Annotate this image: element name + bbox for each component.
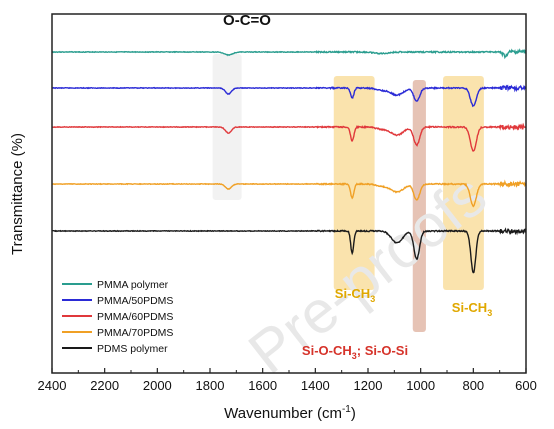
annotation-label: Si-O-CH3; Si-O-Si bbox=[302, 343, 408, 361]
x-axis-label: Wavenumber (cm-1) bbox=[224, 404, 356, 422]
x-tick-label: 1600 bbox=[248, 378, 277, 393]
highlight-band bbox=[443, 76, 484, 290]
highlight-band bbox=[212, 54, 242, 200]
y-axis-label: Transmittance (%) bbox=[9, 133, 26, 255]
x-tick-label: 2400 bbox=[38, 378, 67, 393]
x-tick-label: 800 bbox=[462, 378, 484, 393]
legend-label: PMMA polymer bbox=[97, 279, 169, 291]
legend-label: PMMA/50PDMS bbox=[97, 295, 173, 307]
highlight-bands bbox=[212, 54, 484, 332]
annotation-label: Si-CH3 bbox=[452, 300, 492, 318]
series-lines bbox=[51, 48, 527, 274]
annotation-label: O-C=O bbox=[223, 12, 271, 29]
highlight-band bbox=[333, 76, 375, 290]
legend-label: PDMS polymer bbox=[97, 343, 168, 355]
x-tick-label: 2200 bbox=[90, 378, 119, 393]
x-tick-label: 1800 bbox=[196, 378, 225, 393]
legend-label: PMMA/70PDMS bbox=[97, 327, 173, 339]
series-line bbox=[51, 179, 527, 208]
legend: PMMA polymer PMMA/50PDMS PMMA/60PDMS PMMA/7… bbox=[62, 279, 173, 355]
legend-label: PMMA/60PDMS bbox=[97, 311, 173, 323]
series-line bbox=[52, 122, 527, 152]
series-line bbox=[51, 84, 527, 108]
x-axis-ticks: 2400 2200 2000 1800 1600 1400 1200 1000 800 600 bbox=[38, 368, 537, 393]
x-tick-label: 2000 bbox=[143, 378, 172, 393]
x-tick-label: 1200 bbox=[354, 378, 383, 393]
series-line bbox=[52, 227, 527, 274]
x-tick-label: 1400 bbox=[301, 378, 330, 393]
x-tick-label: 1000 bbox=[406, 378, 435, 393]
annotation-label: Si-CH3 bbox=[335, 286, 375, 304]
series-line bbox=[51, 48, 527, 60]
x-tick-label: 600 bbox=[515, 378, 537, 393]
annotations: O-C=O Si-CH3 Si-CH3 Si-O-CH3; Si-O-Si bbox=[223, 12, 492, 361]
